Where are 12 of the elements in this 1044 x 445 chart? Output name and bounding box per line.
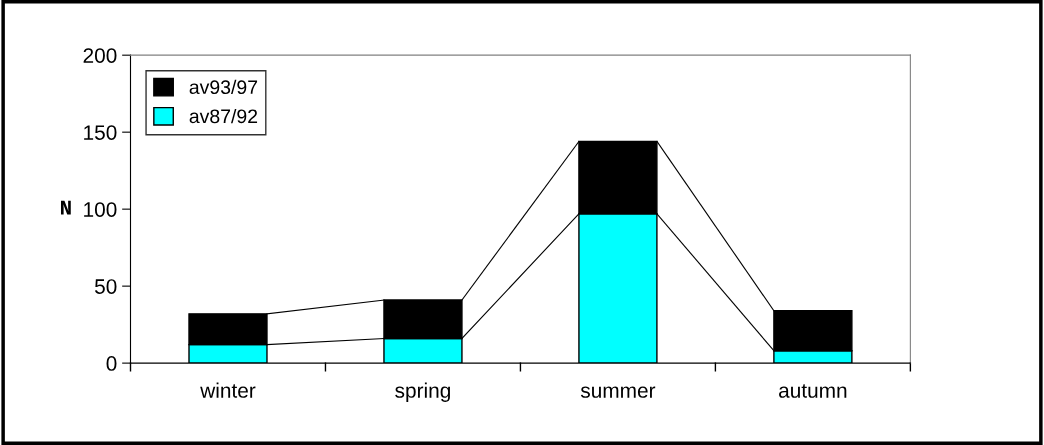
y-tick-label: 200	[83, 48, 117, 63]
x-tick-label: spring	[395, 382, 450, 402]
y-axis-title: N	[61, 200, 71, 215]
x-tick-label: winter	[200, 382, 256, 398]
y-tick-label: 150	[84, 125, 117, 140]
legend-label: av87/92	[189, 108, 258, 124]
legend-label: av93/97	[189, 79, 258, 95]
x-tick-label: autumn	[779, 384, 847, 398]
y-tick-label: 100	[84, 202, 117, 217]
x-tick-label: summer	[580, 386, 656, 398]
y-tick-label: 50	[94, 279, 117, 294]
y-tick-label: 0	[106, 356, 117, 371]
